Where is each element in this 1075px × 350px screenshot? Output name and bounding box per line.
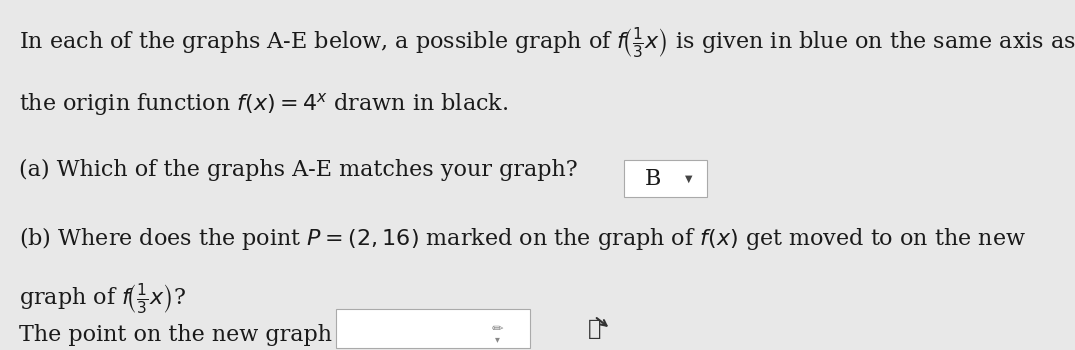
Text: ▼: ▼ (686, 174, 692, 184)
Text: ▾: ▾ (496, 335, 500, 344)
FancyBboxPatch shape (336, 309, 530, 348)
Text: (b) Where does the point $P = (2, 16)$ marked on the graph of $f(x)$ get moved t: (b) Where does the point $P = (2, 16)$ m… (19, 225, 1027, 252)
Text: graph of $f\!\left(\frac{1}{3}x\right)$?: graph of $f\!\left(\frac{1}{3}x\right)$? (19, 281, 187, 316)
Text: B: B (645, 168, 661, 190)
Text: (a) Which of the graphs A-E matches your graph?: (a) Which of the graphs A-E matches your… (19, 159, 578, 181)
Text: ✏: ✏ (492, 322, 503, 336)
Text: ⎆: ⎆ (588, 319, 601, 339)
FancyBboxPatch shape (624, 160, 707, 197)
Text: the origin function $f(x) = 4^x$ drawn in black.: the origin function $f(x) = 4^x$ drawn i… (19, 91, 508, 118)
Text: The point on the new graph is: The point on the new graph is (19, 324, 358, 346)
Text: In each of the graphs A-E below, a possible graph of $f\!\left(\frac{1}{3}x\righ: In each of the graphs A-E below, a possi… (19, 26, 1075, 60)
